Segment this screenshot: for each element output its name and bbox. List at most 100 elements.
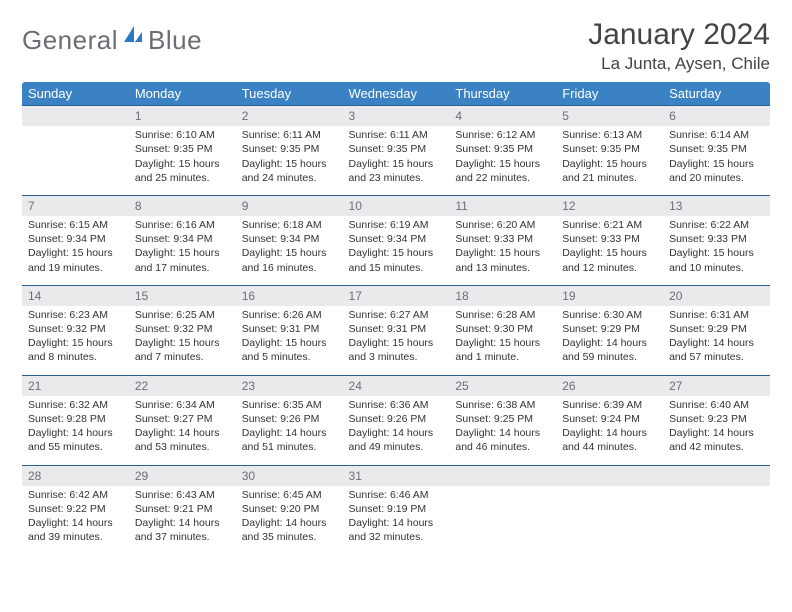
- sunrise-text: Sunrise: 6:14 AM: [669, 128, 764, 142]
- daylight-text: Daylight: 15 hours and 15 minutes.: [349, 246, 444, 274]
- day-info-cell: Sunrise: 6:16 AMSunset: 9:34 PMDaylight:…: [129, 216, 236, 285]
- day-info-cell: Sunrise: 6:39 AMSunset: 9:24 PMDaylight:…: [556, 396, 663, 465]
- daylight-text: Daylight: 14 hours and 37 minutes.: [135, 516, 230, 544]
- sunrise-text: Sunrise: 6:25 AM: [135, 308, 230, 322]
- day-number-cell: 21: [22, 375, 129, 396]
- daylight-text: Daylight: 15 hours and 5 minutes.: [242, 336, 337, 364]
- sunset-text: Sunset: 9:35 PM: [135, 142, 230, 156]
- weekday-header: Wednesday: [343, 82, 450, 106]
- day-number: 5: [556, 106, 663, 126]
- day-number: 25: [449, 376, 556, 396]
- sunset-text: Sunset: 9:23 PM: [669, 412, 764, 426]
- day-number: 19: [556, 286, 663, 306]
- daylight-text: Daylight: 15 hours and 23 minutes.: [349, 157, 444, 185]
- day-info-cell: Sunrise: 6:12 AMSunset: 9:35 PMDaylight:…: [449, 126, 556, 195]
- sunset-text: Sunset: 9:32 PM: [135, 322, 230, 336]
- day-info-cell: Sunrise: 6:35 AMSunset: 9:26 PMDaylight:…: [236, 396, 343, 465]
- day-number: 29: [129, 466, 236, 486]
- day-number-cell: 3: [343, 106, 450, 127]
- day-info-cell: Sunrise: 6:11 AMSunset: 9:35 PMDaylight:…: [236, 126, 343, 195]
- sunset-text: Sunset: 9:33 PM: [669, 232, 764, 246]
- sunrise-text: Sunrise: 6:28 AM: [455, 308, 550, 322]
- daylight-text: Daylight: 14 hours and 49 minutes.: [349, 426, 444, 454]
- day-info-cell: Sunrise: 6:36 AMSunset: 9:26 PMDaylight:…: [343, 396, 450, 465]
- daylight-text: Daylight: 15 hours and 19 minutes.: [28, 246, 123, 274]
- week-info-row: Sunrise: 6:10 AMSunset: 9:35 PMDaylight:…: [22, 126, 770, 195]
- sunrise-text: Sunrise: 6:18 AM: [242, 218, 337, 232]
- day-number-cell: 26: [556, 375, 663, 396]
- sunrise-text: Sunrise: 6:46 AM: [349, 488, 444, 502]
- week-daynum-row: 123456: [22, 106, 770, 127]
- day-number: 6: [663, 106, 770, 126]
- day-number: 22: [129, 376, 236, 396]
- sunset-text: Sunset: 9:31 PM: [349, 322, 444, 336]
- day-number-cell: 12: [556, 195, 663, 216]
- day-number: 2: [236, 106, 343, 126]
- sunrise-text: Sunrise: 6:16 AM: [135, 218, 230, 232]
- day-number: 20: [663, 286, 770, 306]
- sunrise-text: Sunrise: 6:30 AM: [562, 308, 657, 322]
- sunrise-text: Sunrise: 6:22 AM: [669, 218, 764, 232]
- day-info-cell: Sunrise: 6:34 AMSunset: 9:27 PMDaylight:…: [129, 396, 236, 465]
- daylight-text: Daylight: 15 hours and 3 minutes.: [349, 336, 444, 364]
- week-info-row: Sunrise: 6:42 AMSunset: 9:22 PMDaylight:…: [22, 486, 770, 555]
- day-number: 23: [236, 376, 343, 396]
- day-info-cell: Sunrise: 6:14 AMSunset: 9:35 PMDaylight:…: [663, 126, 770, 195]
- title-block: January 2024 La Junta, Aysen, Chile: [588, 18, 770, 74]
- day-number-cell: 15: [129, 285, 236, 306]
- day-number-cell: 30: [236, 465, 343, 486]
- daylight-text: Daylight: 15 hours and 10 minutes.: [669, 246, 764, 274]
- sunset-text: Sunset: 9:21 PM: [135, 502, 230, 516]
- day-info-cell: Sunrise: 6:28 AMSunset: 9:30 PMDaylight:…: [449, 306, 556, 375]
- day-number-cell: 20: [663, 285, 770, 306]
- logo: General Blue: [22, 24, 202, 57]
- calendar-body: 123456Sunrise: 6:10 AMSunset: 9:35 PMDay…: [22, 106, 770, 555]
- sunrise-text: Sunrise: 6:31 AM: [669, 308, 764, 322]
- sunset-text: Sunset: 9:25 PM: [455, 412, 550, 426]
- day-number-cell: [663, 465, 770, 486]
- day-info-cell: Sunrise: 6:22 AMSunset: 9:33 PMDaylight:…: [663, 216, 770, 285]
- day-info-cell: [449, 486, 556, 555]
- daylight-text: Daylight: 14 hours and 39 minutes.: [28, 516, 123, 544]
- sunrise-text: Sunrise: 6:21 AM: [562, 218, 657, 232]
- daylight-text: Daylight: 15 hours and 21 minutes.: [562, 157, 657, 185]
- sunset-text: Sunset: 9:30 PM: [455, 322, 550, 336]
- sunset-text: Sunset: 9:19 PM: [349, 502, 444, 516]
- daylight-text: Daylight: 14 hours and 57 minutes.: [669, 336, 764, 364]
- daylight-text: Daylight: 15 hours and 22 minutes.: [455, 157, 550, 185]
- week-info-row: Sunrise: 6:15 AMSunset: 9:34 PMDaylight:…: [22, 216, 770, 285]
- day-number: 18: [449, 286, 556, 306]
- day-info-cell: Sunrise: 6:43 AMSunset: 9:21 PMDaylight:…: [129, 486, 236, 555]
- day-number: 26: [556, 376, 663, 396]
- week-daynum-row: 28293031: [22, 465, 770, 486]
- day-number-cell: 27: [663, 375, 770, 396]
- sunset-text: Sunset: 9:31 PM: [242, 322, 337, 336]
- header: General Blue January 2024 La Junta, Ayse…: [22, 18, 770, 74]
- weekday-header: Sunday: [22, 82, 129, 106]
- day-number: 9: [236, 196, 343, 216]
- day-number-cell: 17: [343, 285, 450, 306]
- sunrise-text: Sunrise: 6:13 AM: [562, 128, 657, 142]
- day-number-cell: 11: [449, 195, 556, 216]
- sunset-text: Sunset: 9:35 PM: [242, 142, 337, 156]
- day-info-cell: Sunrise: 6:42 AMSunset: 9:22 PMDaylight:…: [22, 486, 129, 555]
- sunset-text: Sunset: 9:22 PM: [28, 502, 123, 516]
- location-subtitle: La Junta, Aysen, Chile: [588, 54, 770, 74]
- sunset-text: Sunset: 9:34 PM: [28, 232, 123, 246]
- day-number-cell: 2: [236, 106, 343, 127]
- sunset-text: Sunset: 9:35 PM: [455, 142, 550, 156]
- day-info-cell: [663, 486, 770, 555]
- day-info-cell: Sunrise: 6:18 AMSunset: 9:34 PMDaylight:…: [236, 216, 343, 285]
- sunrise-text: Sunrise: 6:12 AM: [455, 128, 550, 142]
- logo-text-general: General: [22, 25, 118, 56]
- sunrise-text: Sunrise: 6:27 AM: [349, 308, 444, 322]
- daylight-text: Daylight: 15 hours and 7 minutes.: [135, 336, 230, 364]
- sunrise-text: Sunrise: 6:32 AM: [28, 398, 123, 412]
- day-info-cell: Sunrise: 6:23 AMSunset: 9:32 PMDaylight:…: [22, 306, 129, 375]
- sunrise-text: Sunrise: 6:42 AM: [28, 488, 123, 502]
- day-info-cell: Sunrise: 6:10 AMSunset: 9:35 PMDaylight:…: [129, 126, 236, 195]
- daylight-text: Daylight: 14 hours and 32 minutes.: [349, 516, 444, 544]
- weekday-header-row: Sunday Monday Tuesday Wednesday Thursday…: [22, 82, 770, 106]
- day-number-cell: [22, 106, 129, 127]
- daylight-text: Daylight: 15 hours and 17 minutes.: [135, 246, 230, 274]
